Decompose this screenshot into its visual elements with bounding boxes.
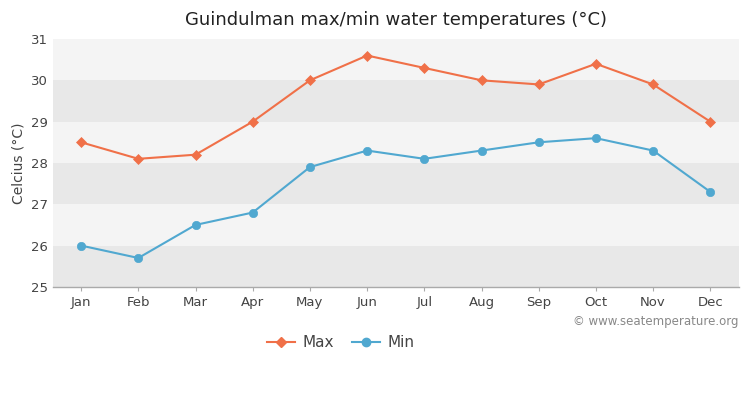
Title: Guindulman max/min water temperatures (°C): Guindulman max/min water temperatures (°… — [184, 11, 607, 29]
Max — [191, 152, 200, 157]
Max — [362, 53, 371, 58]
Max — [76, 140, 86, 145]
Max — [305, 78, 314, 83]
Max — [477, 78, 486, 83]
Line: Max: Max — [77, 52, 714, 163]
Min — [76, 243, 86, 248]
Min — [534, 140, 543, 145]
Min — [477, 148, 486, 153]
Min — [305, 165, 314, 170]
Min — [592, 136, 601, 140]
Max — [420, 66, 429, 70]
Bar — [53, 163, 739, 204]
Bar — [53, 246, 739, 287]
Max — [592, 61, 601, 66]
Bar — [53, 122, 739, 163]
Min — [362, 148, 371, 153]
Line: Min: Min — [77, 134, 715, 262]
Min — [134, 256, 142, 260]
Legend: Max, Min: Max, Min — [261, 329, 421, 356]
Text: © www.seatemperature.org: © www.seatemperature.org — [574, 315, 739, 328]
Min — [248, 210, 257, 215]
Bar — [53, 80, 739, 122]
Min — [706, 190, 715, 194]
Max — [649, 82, 658, 87]
Min — [420, 156, 429, 161]
Bar — [53, 39, 739, 80]
Bar — [53, 204, 739, 246]
Max — [134, 156, 142, 161]
Min — [649, 148, 658, 153]
Y-axis label: Celcius (°C): Celcius (°C) — [11, 122, 25, 204]
Max — [534, 82, 543, 87]
Max — [248, 119, 257, 124]
Max — [706, 119, 715, 124]
Min — [191, 222, 200, 227]
